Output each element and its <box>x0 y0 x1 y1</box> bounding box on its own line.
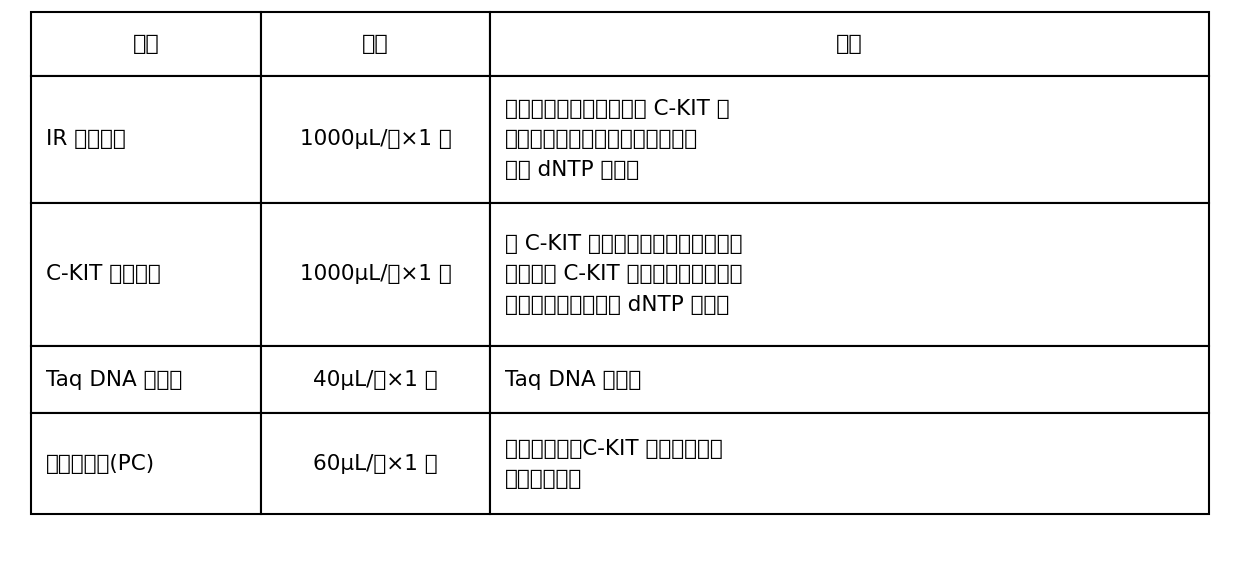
Text: 含内参基因、C-KIT 基因突变型及
内控基因片段: 含内参基因、C-KIT 基因突变型及 内控基因片段 <box>506 439 723 489</box>
Bar <box>31 76 260 202</box>
Text: IR 检测试剂: IR 检测试剂 <box>46 129 125 149</box>
Bar <box>490 202 1209 346</box>
Text: 40μL/管×1 管: 40μL/管×1 管 <box>314 370 438 390</box>
Bar <box>260 346 490 413</box>
Text: 1000μL/管×1 管: 1000μL/管×1 管 <box>300 264 451 284</box>
Bar <box>490 12 1209 76</box>
Text: 60μL/管×1 管: 60μL/管×1 管 <box>314 454 438 474</box>
Text: C-KIT 检测试剂: C-KIT 检测试剂 <box>46 264 161 284</box>
Bar <box>31 12 260 76</box>
Bar <box>31 346 260 413</box>
Bar <box>31 202 260 346</box>
Text: 阳性质控品(PC): 阳性质控品(PC) <box>46 454 155 474</box>
Text: Taq DNA 聚合酶: Taq DNA 聚合酶 <box>46 370 182 390</box>
Text: 数量: 数量 <box>362 34 389 54</box>
Text: 1000μL/管×1 管: 1000μL/管×1 管 <box>300 129 451 149</box>
Text: 成份: 成份 <box>836 34 863 54</box>
Text: Taq DNA 聚合酶: Taq DNA 聚合酶 <box>506 370 641 390</box>
Bar <box>31 413 260 514</box>
Text: 名称: 名称 <box>133 34 159 54</box>
Bar <box>260 76 490 202</box>
Bar <box>490 76 1209 202</box>
Bar <box>260 12 490 76</box>
Bar <box>490 413 1209 514</box>
Bar <box>260 202 490 346</box>
Text: 含内参基因（区别于待检 C-KIT 基
因的管家基因）、特异性引物、探
针及 dNTP 的溶液: 含内参基因（区别于待检 C-KIT 基 因的管家基因）、特异性引物、探 针及 d… <box>506 99 730 180</box>
Bar <box>490 346 1209 413</box>
Bar <box>260 413 490 514</box>
Text: 含 C-KIT 基因突变型、内控基因（区
别于待检 C-KIT 基因的管家基因）、
特异性引物、探针及 dNTP 的溶液: 含 C-KIT 基因突变型、内控基因（区 别于待检 C-KIT 基因的管家基因）… <box>506 234 743 315</box>
